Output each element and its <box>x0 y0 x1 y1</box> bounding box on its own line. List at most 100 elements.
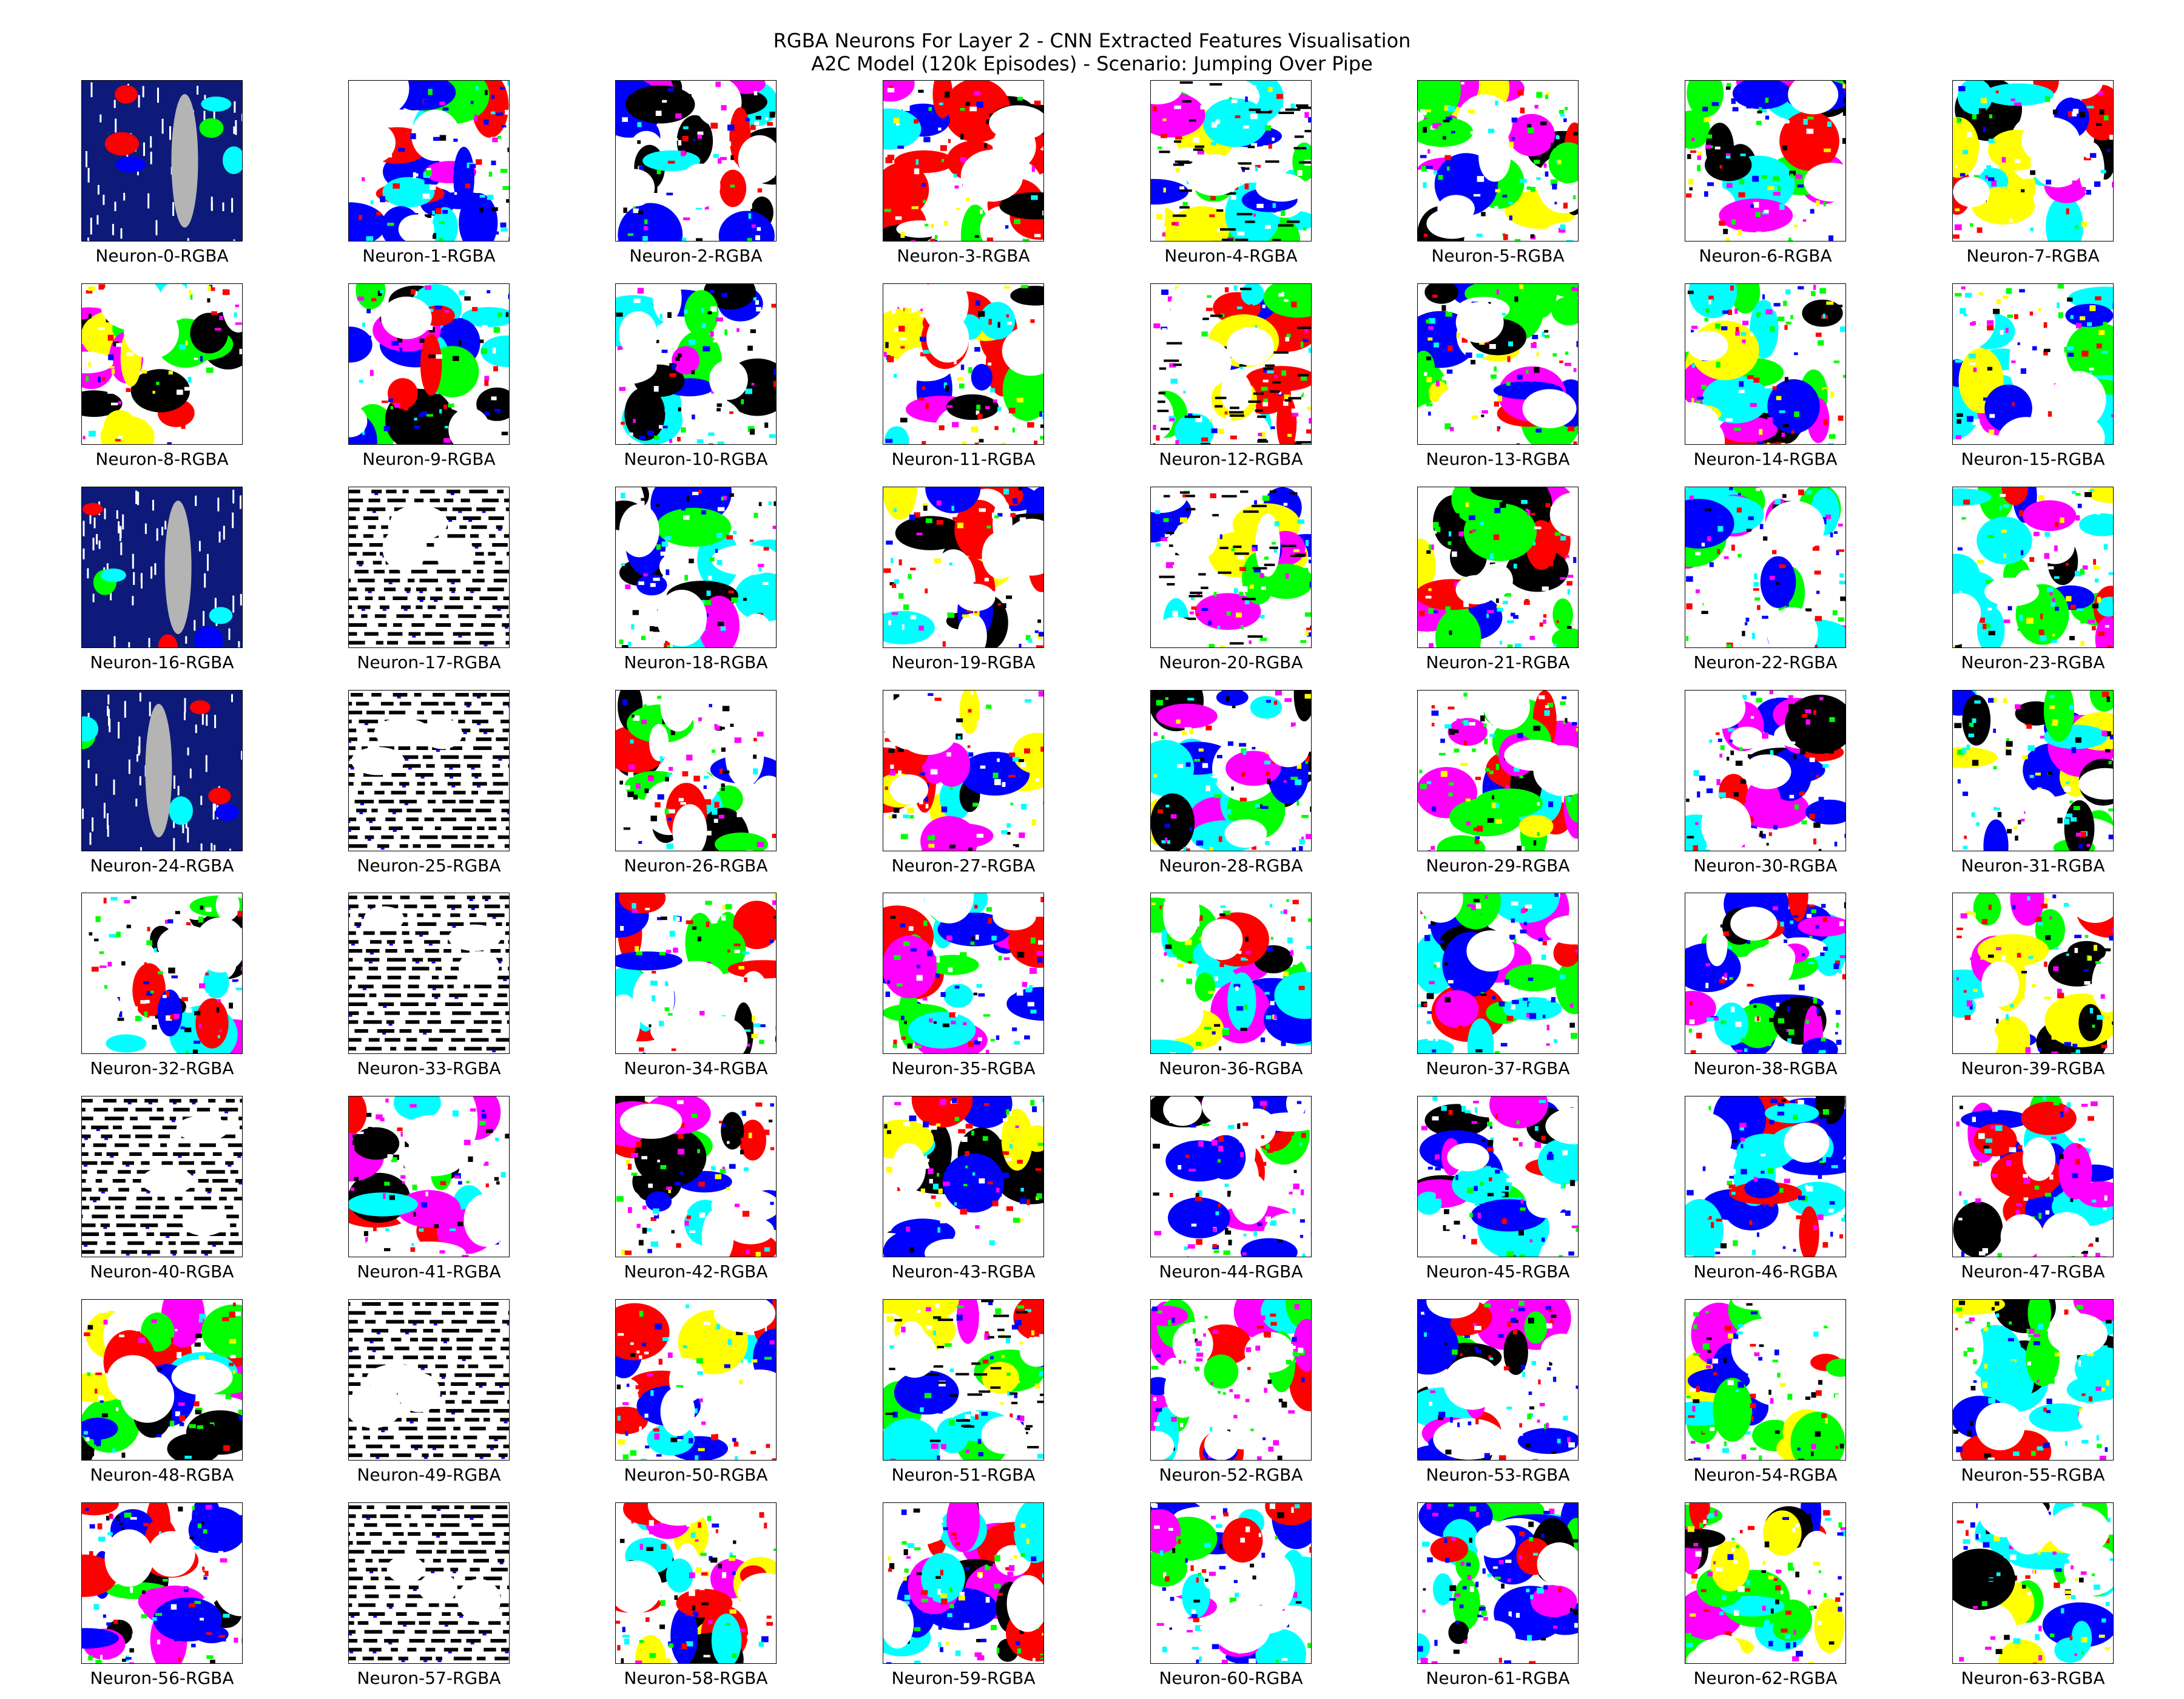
neuron-activation-image <box>1685 893 1846 1054</box>
neuron-panel-label: Neuron-49-RGBA <box>357 1465 501 1485</box>
neuron-activation-image <box>1685 690 1846 851</box>
neuron-panel-label: Neuron-22-RGBA <box>1693 652 1838 672</box>
neuron-activation-image <box>883 487 1044 648</box>
neuron-panel-label: Neuron-0-RGBA <box>95 246 229 266</box>
neuron-activation-image <box>81 283 243 445</box>
neuron-panel-label: Neuron-55-RGBA <box>1961 1465 2105 1485</box>
neuron-panel-label: Neuron-9-RGBA <box>362 449 496 469</box>
neuron-activation-image <box>615 487 777 648</box>
neuron-panel-label: Neuron-59-RGBA <box>891 1668 1036 1688</box>
neuron-panel-label: Neuron-14-RGBA <box>1693 449 1838 469</box>
neuron-panel-label: Neuron-17-RGBA <box>357 652 501 672</box>
neuron-panel-label: Neuron-35-RGBA <box>891 1058 1036 1078</box>
neuron-activation-image <box>1952 893 2114 1054</box>
neuron-activation-image <box>615 1096 777 1257</box>
neuron-activation-image <box>348 893 510 1054</box>
neuron-activation-image <box>81 80 243 242</box>
neuron-activation-image <box>615 283 777 445</box>
neuron-panel-label: Neuron-56-RGBA <box>90 1668 234 1688</box>
neuron-activation-image <box>883 1299 1044 1461</box>
neuron-panel-label: Neuron-34-RGBA <box>624 1058 768 1078</box>
neuron-panel-label: Neuron-15-RGBA <box>1961 449 2105 469</box>
neuron-panel-label: Neuron-40-RGBA <box>90 1262 234 1282</box>
neuron-activation-image <box>1150 1096 1312 1257</box>
neuron-activation-image <box>1952 690 2114 851</box>
neuron-activation-image <box>1417 690 1579 851</box>
neuron-panel-label: Neuron-29-RGBA <box>1426 856 1570 876</box>
neuron-activation-image <box>883 893 1044 1054</box>
neuron-panel-label: Neuron-51-RGBA <box>891 1465 1036 1485</box>
neuron-panel-label: Neuron-4-RGBA <box>1164 246 1298 266</box>
neuron-panel-label: Neuron-32-RGBA <box>90 1058 234 1078</box>
neuron-activation-image <box>1150 80 1312 242</box>
neuron-activation-image <box>81 1299 243 1461</box>
neuron-panel-label: Neuron-8-RGBA <box>95 449 229 469</box>
neuron-activation-image <box>1952 1299 2114 1461</box>
neuron-activation-image <box>615 1502 777 1664</box>
neuron-panel-label: Neuron-48-RGBA <box>90 1465 234 1485</box>
neuron-panel-label: Neuron-57-RGBA <box>357 1668 501 1688</box>
neuron-panel-label: Neuron-46-RGBA <box>1693 1262 1838 1282</box>
neuron-panel-label: Neuron-7-RGBA <box>1966 246 2100 266</box>
neuron-activation-image <box>348 690 510 851</box>
neuron-activation-image <box>1417 893 1579 1054</box>
neuron-activation-image <box>348 487 510 648</box>
chart-title-line-1: RGBA Neurons For Layer 2 - CNN Extracted… <box>773 29 1411 52</box>
neuron-panel-label: Neuron-6-RGBA <box>1699 246 1832 266</box>
neuron-activation-image <box>81 487 243 648</box>
neuron-activation-image <box>1952 487 2114 648</box>
neuron-panel-label: Neuron-30-RGBA <box>1693 856 1838 876</box>
neuron-activation-image <box>81 893 243 1054</box>
neuron-panel-label: Neuron-61-RGBA <box>1426 1668 1570 1688</box>
neuron-panel-label: Neuron-24-RGBA <box>90 856 234 876</box>
neuron-activation-image <box>615 893 777 1054</box>
neuron-activation-image <box>348 1502 510 1664</box>
neuron-activation-image <box>1952 1096 2114 1257</box>
neuron-activation-image <box>1417 487 1579 648</box>
neuron-activation-image <box>883 690 1044 851</box>
neuron-panel-label: Neuron-26-RGBA <box>624 856 768 876</box>
neuron-activation-image <box>615 690 777 851</box>
neuron-activation-image <box>1685 487 1846 648</box>
neuron-panel-label: Neuron-52-RGBA <box>1159 1465 1303 1485</box>
neuron-activation-image <box>1150 893 1312 1054</box>
neuron-panel-label: Neuron-60-RGBA <box>1159 1668 1303 1688</box>
neuron-activation-image <box>1417 1502 1579 1664</box>
neuron-panel-label: Neuron-28-RGBA <box>1159 856 1303 876</box>
neuron-activation-image <box>883 1502 1044 1664</box>
neuron-panel-label: Neuron-16-RGBA <box>90 652 234 672</box>
neuron-panel-label: Neuron-11-RGBA <box>891 449 1036 469</box>
neuron-activation-image <box>1685 1502 1846 1664</box>
neuron-panel-label: Neuron-37-RGBA <box>1426 1058 1570 1078</box>
neuron-activation-image <box>348 1096 510 1257</box>
neuron-activation-image <box>1150 1299 1312 1461</box>
neuron-panel-label: Neuron-27-RGBA <box>891 856 1036 876</box>
neuron-panel-label: Neuron-25-RGBA <box>357 856 501 876</box>
neuron-panel-label: Neuron-23-RGBA <box>1961 652 2105 672</box>
neuron-activation-image <box>1952 80 2114 242</box>
neuron-activation-image <box>1417 1299 1579 1461</box>
neuron-panel-label: Neuron-10-RGBA <box>624 449 768 469</box>
neuron-activation-image <box>1685 1096 1846 1257</box>
neuron-activation-image <box>81 690 243 851</box>
neuron-activation-image <box>1417 283 1579 445</box>
neuron-panel-label: Neuron-53-RGBA <box>1426 1465 1570 1485</box>
neuron-panel-label: Neuron-39-RGBA <box>1961 1058 2105 1078</box>
neuron-panel-label: Neuron-47-RGBA <box>1961 1262 2105 1282</box>
neuron-panel-label: Neuron-41-RGBA <box>357 1262 501 1282</box>
neuron-panel-label: Neuron-31-RGBA <box>1961 856 2105 876</box>
neuron-panel-label: Neuron-63-RGBA <box>1961 1668 2105 1688</box>
neuron-panel-label: Neuron-13-RGBA <box>1426 449 1570 469</box>
neuron-activation-image <box>1417 80 1579 242</box>
neuron-panel-label: Neuron-44-RGBA <box>1159 1262 1303 1282</box>
neuron-panel-label: Neuron-5-RGBA <box>1431 246 1565 266</box>
neuron-activation-image <box>615 1299 777 1461</box>
neuron-activation-image <box>615 80 777 242</box>
neuron-activation-image <box>1952 283 2114 445</box>
neuron-panel-label: Neuron-54-RGBA <box>1693 1465 1838 1485</box>
neuron-activation-image <box>1417 1096 1579 1257</box>
neuron-panel-label: Neuron-36-RGBA <box>1159 1058 1303 1078</box>
neuron-panel-label: Neuron-21-RGBA <box>1426 652 1570 672</box>
neuron-panel-label: Neuron-2-RGBA <box>629 246 763 266</box>
neuron-panel-label: Neuron-12-RGBA <box>1159 449 1303 469</box>
